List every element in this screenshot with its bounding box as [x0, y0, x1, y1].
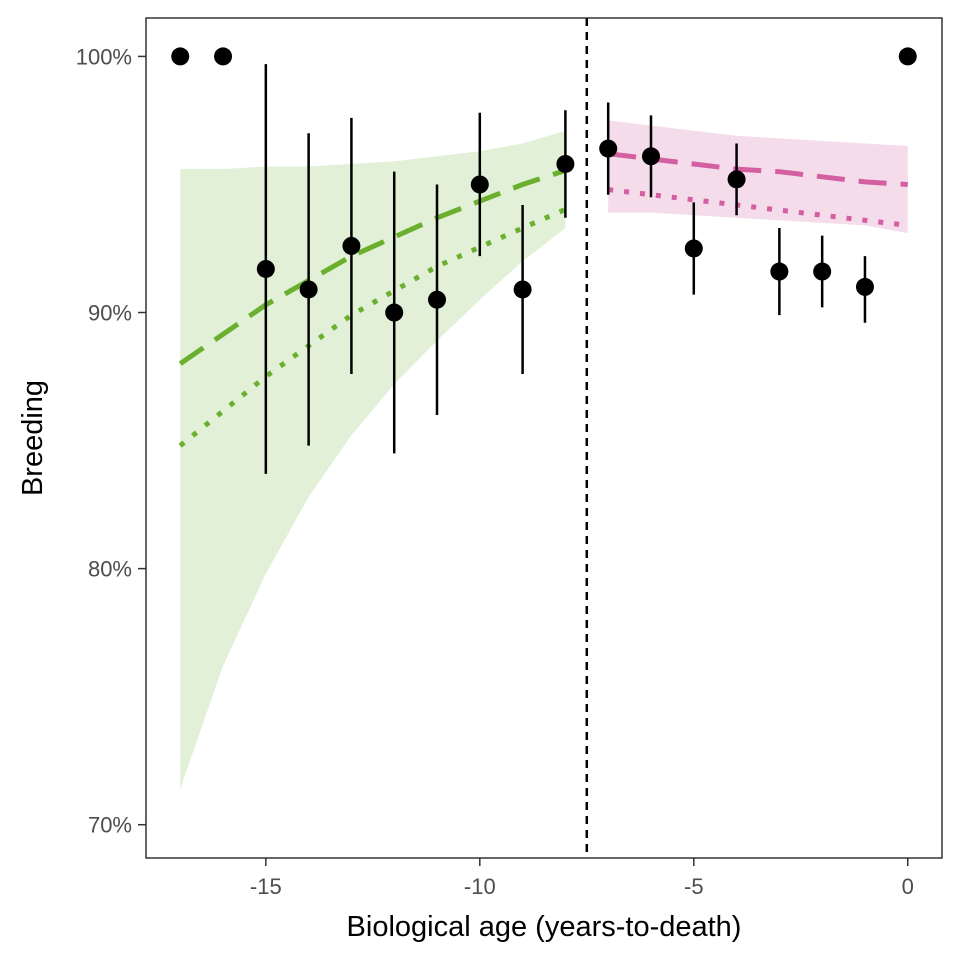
data-point	[599, 139, 618, 158]
data-point	[342, 236, 361, 255]
y-tick-label: 70%	[88, 813, 132, 838]
data-point	[513, 280, 532, 299]
data-point	[299, 280, 318, 299]
y-tick-label: 90%	[88, 301, 132, 326]
x-tick-label: -15	[250, 874, 282, 899]
x-tick-label: -5	[684, 874, 704, 899]
late-confidence-band	[608, 120, 908, 234]
data-point	[470, 175, 489, 194]
x-tick-label: -10	[464, 874, 496, 899]
data-point	[684, 239, 703, 258]
y-axis-title: Breeding	[17, 380, 49, 496]
y-axis: 70% 80% 90% 100%	[76, 44, 146, 838]
early-dotted-fit-line	[178, 205, 571, 448]
data-point	[428, 290, 447, 309]
data-point	[770, 262, 789, 281]
early-dashed-fit-line	[178, 166, 571, 366]
confidence-bands	[180, 120, 908, 789]
x-axis: -15 -10 -5 0	[250, 858, 914, 899]
data-point	[171, 47, 190, 66]
data-point	[641, 147, 660, 166]
x-tick-label: 0	[902, 874, 914, 899]
data-point	[855, 277, 874, 296]
data-point	[813, 262, 832, 281]
data-point	[898, 47, 917, 66]
data-point	[727, 170, 746, 189]
data-point	[256, 259, 275, 278]
data-point	[385, 303, 404, 322]
early-confidence-band	[180, 130, 566, 789]
y-tick-label: 100%	[76, 44, 132, 69]
data-points	[171, 47, 917, 322]
y-tick-label: 80%	[88, 557, 132, 582]
plot-panel-border	[145, 17, 943, 859]
late-dotted-fit-line	[607, 187, 909, 228]
x-axis-title: Biological age (years-to-death)	[347, 911, 742, 943]
data-point	[214, 47, 233, 66]
data-point	[556, 154, 575, 173]
